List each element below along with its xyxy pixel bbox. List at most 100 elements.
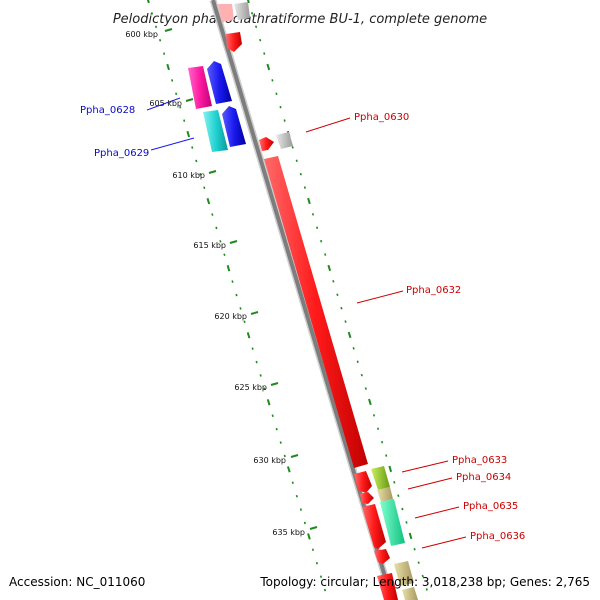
gene-block-ppha-0630-grey[interactable] [276, 132, 293, 149]
track-dot [311, 213, 315, 216]
track-dot [408, 532, 413, 540]
track-dot [266, 399, 271, 406]
gene-block-top-pink[interactable] [218, 4, 234, 22]
track-dot [340, 306, 343, 310]
track-dot [246, 0, 250, 4]
track-dot [223, 253, 226, 257]
kbp-tick-mark [164, 28, 173, 32]
kbp-tick-mark [250, 311, 259, 315]
kbp-tick-mark [229, 240, 238, 244]
track-dot [283, 454, 286, 458]
track-dot [239, 307, 242, 310]
gene-block-ppha-0633-red[interactable] [354, 471, 372, 493]
label-connectors [146, 97, 467, 549]
gene-block-bottom-red[interactable] [377, 573, 398, 600]
tick-label: 635 kbp [272, 528, 305, 537]
gene-labels: Ppha_0628 Ppha_0629 Ppha_0630 Ppha_0632 … [80, 105, 525, 542]
track-dot [368, 398, 372, 406]
gene-block-ppha-0636-khaki[interactable] [394, 561, 414, 586]
track-dot [303, 186, 306, 189]
track-dot [421, 574, 424, 578]
gene-block-ppha-0628-blue[interactable] [207, 61, 232, 104]
gene-block-ppha-0632[interactable] [264, 156, 368, 468]
track-dot [183, 119, 186, 122]
kbp-tick-mark [208, 170, 217, 174]
genome-summary-text: Topology: circular; Length: 3,018,238 bp… [260, 575, 590, 589]
track-dot [295, 159, 298, 163]
track-dot [146, 0, 150, 4]
track-dot [211, 213, 214, 216]
tick-label: 625 kbp [234, 383, 267, 392]
track-dot [195, 159, 198, 163]
track-dot [332, 280, 335, 283]
track-dot [246, 332, 251, 339]
map-title: Pelodictyon phaeoclathratiforme BU-1, co… [113, 12, 487, 27]
gene-block-ppha-0629-blue[interactable] [222, 106, 246, 147]
gene-block-ppha-0628-magenta[interactable] [188, 66, 212, 109]
tick-label: 605 kbp [149, 99, 182, 108]
track-dot [393, 480, 396, 484]
track-dot [283, 119, 286, 122]
tick-label: 610 kbp [172, 171, 205, 180]
track-dot [159, 38, 162, 42]
track-dot [219, 240, 222, 243]
track-dot [175, 92, 178, 96]
dotted-tracks [146, 0, 428, 592]
track-dot [186, 130, 191, 138]
track-dot [243, 320, 246, 324]
track-dot [316, 226, 319, 230]
gene-label-ppha-0634[interactable]: Ppha_0634 [456, 472, 511, 483]
tick-label: 600 kbp [125, 30, 158, 39]
gene-label-ppha-0628[interactable]: Ppha_0628 [80, 105, 135, 116]
track-dot [291, 146, 294, 149]
kbp-tick-mark [290, 454, 299, 458]
track-dot [425, 588, 428, 591]
track-dot [385, 454, 388, 457]
track-dot [279, 441, 282, 444]
tick-label: 630 kbp [253, 456, 286, 465]
gene-block-ppha-0630-red[interactable] [259, 137, 274, 151]
track-dot [413, 547, 416, 551]
kbp-tick-mark [270, 382, 279, 386]
track-dot [163, 52, 166, 55]
tick-label: 620 kbp [214, 312, 247, 321]
track-dot [397, 494, 400, 497]
gene-label-ppha-0630[interactable]: Ppha_0630 [354, 112, 409, 123]
gene-block-ppha-0634-red[interactable] [360, 492, 374, 504]
track-dot [347, 331, 352, 339]
gene-label-ppha-0635[interactable]: Ppha_0635 [463, 501, 518, 512]
track-dot [275, 92, 278, 96]
track-dot [215, 226, 218, 230]
track-dot [206, 198, 211, 205]
track-dot [250, 12, 254, 15]
gene-block-ppha-0636-red[interactable] [374, 549, 390, 564]
gene-block-ppha-0633-olive[interactable] [371, 466, 390, 490]
gene-block-top-grey[interactable] [234, 2, 250, 20]
track-dot [376, 427, 380, 431]
gene-block-ppha-0629-cyan[interactable] [203, 110, 228, 152]
track-dot [405, 521, 408, 524]
gene-label-ppha-0632[interactable]: Ppha_0632 [406, 285, 461, 296]
track-dot [388, 465, 393, 473]
gene-block-top-red[interactable] [226, 32, 242, 52]
gene-label-ppha-0633[interactable]: Ppha_0633 [452, 455, 507, 466]
track-dot [336, 293, 339, 297]
track-dot [356, 360, 359, 364]
track-dot [263, 387, 266, 391]
gene-block-ppha-0635-green[interactable] [380, 499, 405, 546]
track-dot [179, 105, 182, 109]
tick-label: 615 kbp [193, 241, 226, 250]
track-dot [226, 265, 231, 272]
track-dot [171, 79, 174, 82]
gene-block-bottom-khaki[interactable] [402, 587, 418, 600]
gene-block-ppha-0634-khaki[interactable] [377, 487, 393, 502]
track-dot [320, 239, 323, 243]
track-dot [191, 146, 194, 149]
track-dot [255, 360, 258, 364]
track-dot [319, 575, 323, 578]
gene-label-ppha-0629[interactable]: Ppha_0629 [94, 148, 149, 159]
gene-block-ppha-0635-red[interactable] [362, 504, 386, 549]
gene-label-ppha-0636[interactable]: Ppha_0636 [470, 531, 525, 542]
track-dot [307, 533, 311, 540]
